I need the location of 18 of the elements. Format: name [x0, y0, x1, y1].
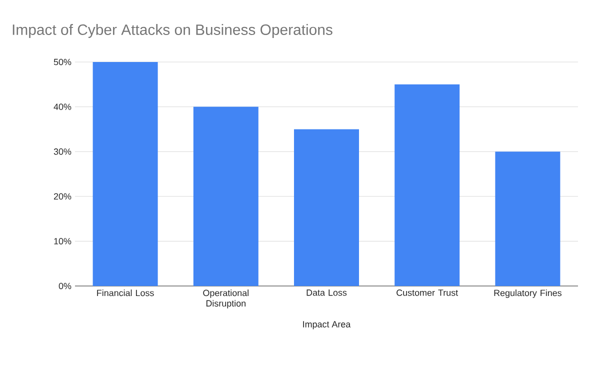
bar: [193, 106, 258, 286]
y-tick-label: 50%: [54, 58, 72, 66]
chart-title: Impact of Cyber Attacks on Business Operations: [12, 24, 332, 38]
y-tick-label: 10%: [54, 238, 72, 244]
bar: [495, 152, 560, 286]
y-tick-label: 40%: [54, 104, 72, 110]
x-tick-label: Regulatory Fines: [494, 290, 562, 298]
x-axis-title: Impact Area: [303, 321, 351, 330]
x-tick-label: Financial Loss: [97, 290, 154, 296]
bar: [92, 62, 158, 286]
y-tick-label: 30%: [54, 148, 72, 155]
y-tick-label: 20%: [54, 193, 72, 200]
bar: [294, 129, 359, 286]
bar: [394, 84, 460, 286]
x-tick-label: Data Loss: [306, 290, 347, 296]
x-tick-label: Operational Disruption: [203, 290, 248, 308]
x-tick-label: Customer Trust: [396, 290, 458, 296]
y-tick-label: 0%: [58, 282, 72, 290]
